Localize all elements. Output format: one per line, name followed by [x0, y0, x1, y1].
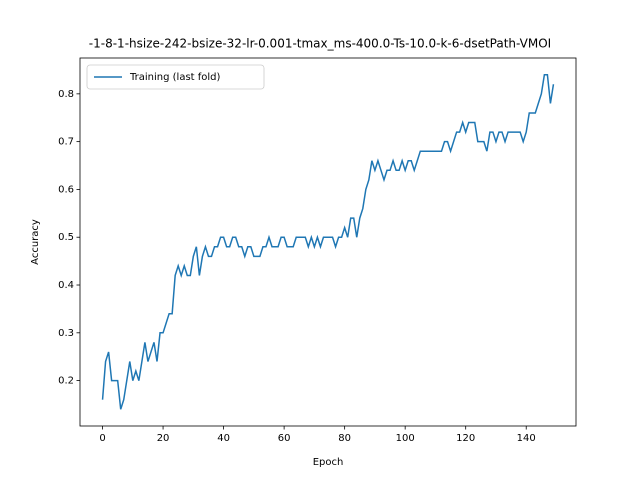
y-tick-label: 0.5	[58, 232, 74, 243]
data-line	[101, 73, 555, 410]
legend-label: Training (last fold)	[129, 72, 221, 83]
x-tick-label: 80	[338, 433, 351, 444]
x-axis-label: Epoch	[313, 457, 344, 468]
legend-box	[86, 64, 265, 90]
y-tick-label: 0.3	[58, 328, 74, 339]
y-tick-label: 0.8	[58, 89, 74, 100]
axes-frame	[79, 57, 577, 427]
x-tick-label: 140	[517, 433, 536, 444]
x-tick-label: 60	[278, 433, 291, 444]
x-tick-label: 0	[99, 433, 105, 444]
x-tick-label: 20	[157, 433, 170, 444]
y-axis-label: Accuracy	[30, 219, 41, 265]
chart-title: -1-8-1-hsize-242-bsize-32-lr-0.001-tmax_…	[89, 37, 551, 51]
x-tick-label: 120	[456, 433, 475, 444]
y-tick-label: 0.4	[58, 280, 74, 291]
y-tick-label: 0.7	[58, 137, 74, 148]
y-tick-label: 0.6	[58, 184, 74, 195]
x-tick-label: 100	[396, 433, 415, 444]
x-tick-label: 40	[217, 433, 230, 444]
y-tick-label: 0.2	[58, 376, 74, 387]
